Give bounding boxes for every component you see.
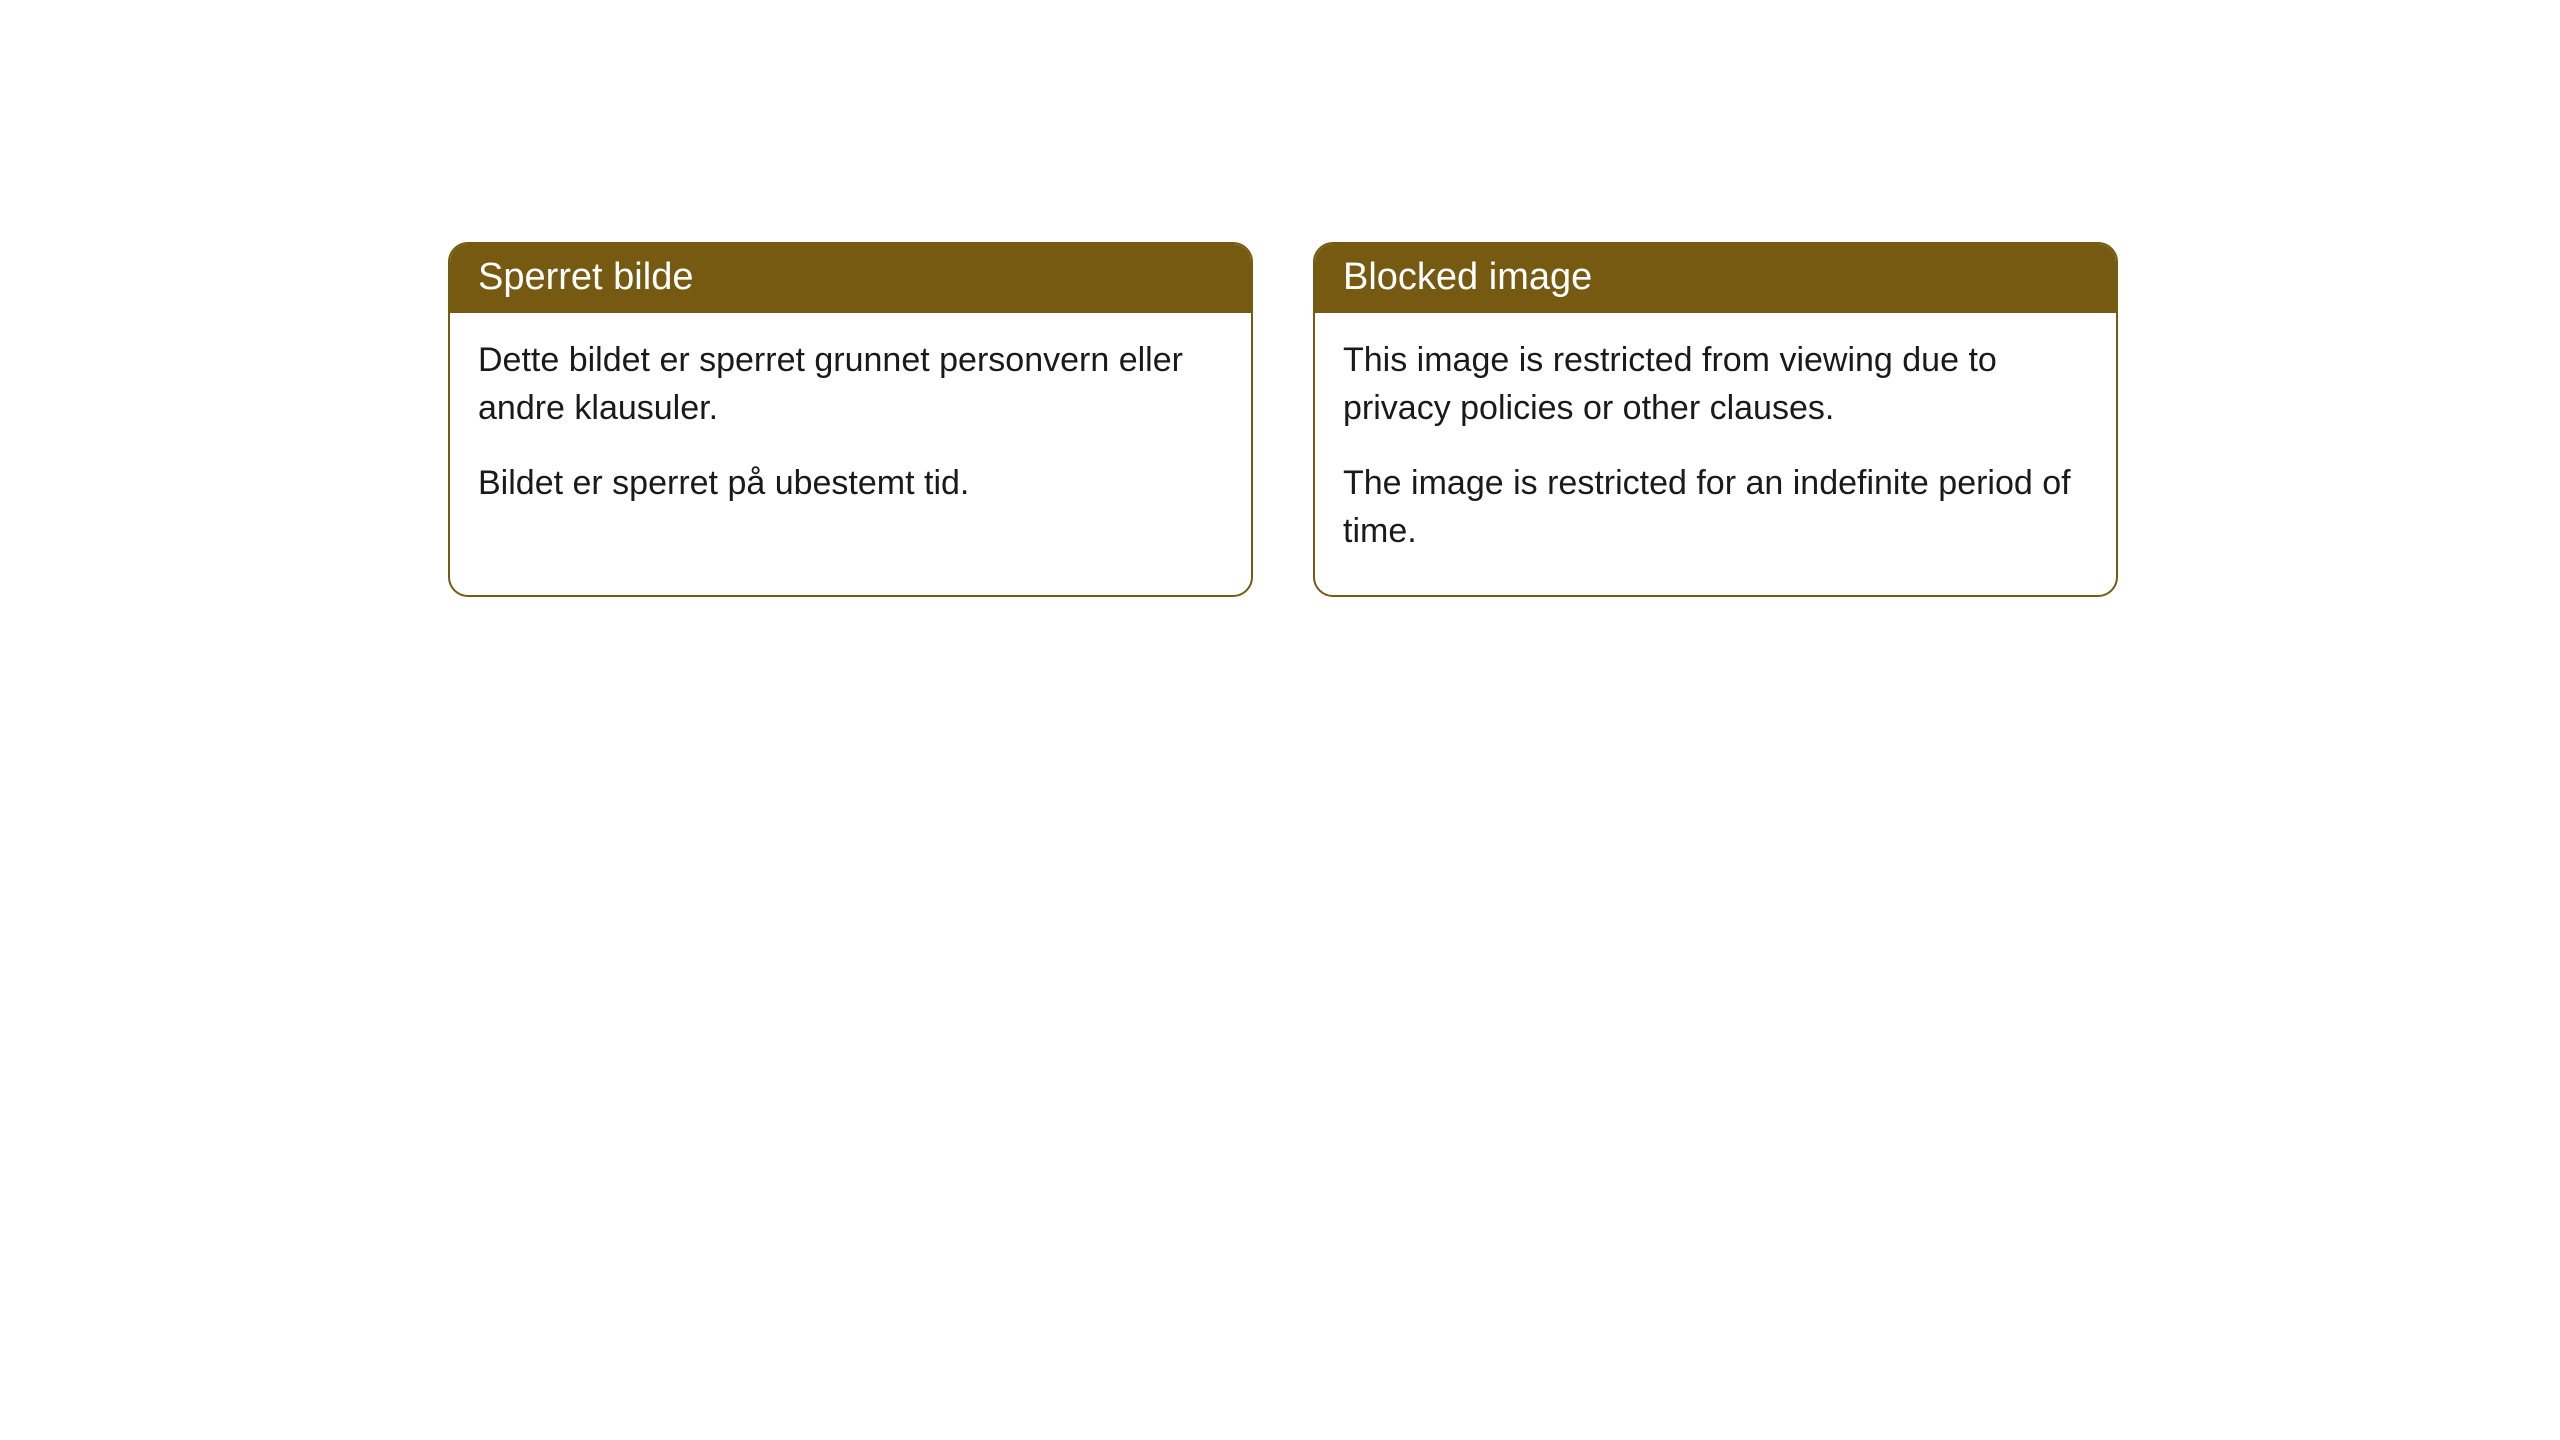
card-title: Sperret bilde xyxy=(478,256,693,298)
card-body: This image is restricted from viewing du… xyxy=(1315,313,2116,595)
card-body: Dette bildet er sperret grunnet personve… xyxy=(450,313,1251,548)
notice-card-norwegian: Sperret bilde Dette bildet er sperret gr… xyxy=(448,242,1253,597)
card-title: Blocked image xyxy=(1343,256,1592,298)
card-paragraph: Bildet er sperret på ubestemt tid. xyxy=(478,460,1223,508)
card-header: Sperret bilde xyxy=(450,244,1251,313)
card-header: Blocked image xyxy=(1315,244,2116,313)
notice-card-english: Blocked image This image is restricted f… xyxy=(1313,242,2118,597)
card-paragraph: This image is restricted from viewing du… xyxy=(1343,337,2088,432)
card-paragraph: The image is restricted for an indefinit… xyxy=(1343,460,2088,555)
card-paragraph: Dette bildet er sperret grunnet personve… xyxy=(478,337,1223,432)
notice-cards-container: Sperret bilde Dette bildet er sperret gr… xyxy=(0,0,2560,597)
